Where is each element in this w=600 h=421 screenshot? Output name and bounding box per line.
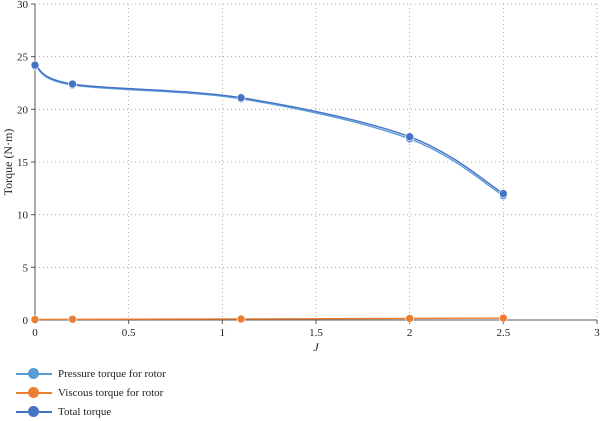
- axes: [31, 3, 598, 324]
- series-group: [30, 60, 508, 324]
- data-point: [236, 314, 246, 324]
- legend-label: Total torque: [58, 405, 112, 418]
- legend-item: Viscous torque for rotor: [16, 383, 166, 402]
- legend-swatch: [16, 405, 52, 418]
- series-1: [30, 61, 508, 201]
- y-tick-label: 20: [17, 104, 29, 116]
- y-tick-label: 25: [17, 52, 29, 64]
- legend-swatch: [16, 386, 52, 399]
- data-point: [30, 60, 40, 70]
- x-tick-label: 1: [220, 327, 226, 339]
- x-tick-label: 1.5: [309, 327, 323, 339]
- data-point: [405, 132, 414, 142]
- x-tick-label: 3: [594, 327, 600, 339]
- series-3: [30, 60, 508, 198]
- y-tick-label: 15: [17, 157, 29, 169]
- x-tick-label: 0.5: [122, 327, 136, 339]
- legend-label: Viscous torque for rotor: [58, 386, 164, 399]
- grid: [35, 3, 598, 320]
- data-point: [68, 79, 77, 89]
- y-tick-label: 30: [17, 0, 29, 11]
- x-axis-title: J: [313, 340, 319, 354]
- series-line: [34, 317, 504, 321]
- y-tick-label: 0: [23, 315, 29, 327]
- data-point: [499, 313, 508, 323]
- data-point: [499, 189, 508, 198]
- series-line: [34, 65, 504, 197]
- data-point: [405, 314, 414, 323]
- x-tick-label: 2.5: [496, 327, 510, 339]
- series-2: [30, 313, 508, 324]
- x-tick-label: 2: [407, 327, 413, 339]
- data-point: [236, 93, 246, 103]
- series-line: [34, 64, 504, 195]
- data-point: [68, 314, 77, 324]
- legend-swatch: [16, 367, 52, 380]
- legend: Pressure torque for rotor Viscous torque …: [16, 364, 166, 421]
- y-axis-title: Torque (N·m): [1, 129, 15, 196]
- y-tick-label: 10: [17, 210, 29, 222]
- legend-item: Pressure torque for rotor: [16, 364, 166, 383]
- y-tick-label: 5: [23, 262, 29, 274]
- legend-label: Pressure torque for rotor: [58, 367, 166, 380]
- x-tick-label: 0: [32, 327, 38, 339]
- data-point: [30, 315, 40, 324]
- legend-item: Total torque: [16, 402, 166, 421]
